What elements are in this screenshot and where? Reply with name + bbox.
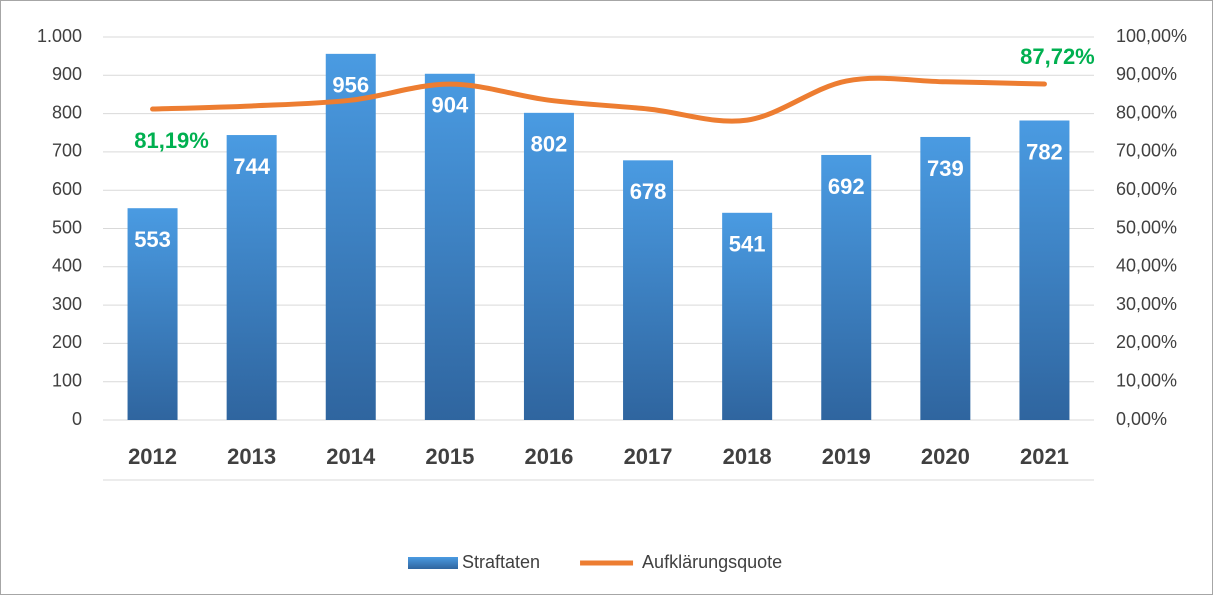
y2-tick-label: 50,00% <box>1116 217 1177 237</box>
x-tick-label: 2020 <box>921 444 970 469</box>
x-tick-label: 2019 <box>822 444 871 469</box>
bar <box>127 208 178 420</box>
bar <box>325 53 376 421</box>
bar <box>821 154 872 421</box>
bar-value-label: 802 <box>531 132 568 157</box>
y2-tick-label: 80,00% <box>1116 102 1177 122</box>
line-value-label: 87,72% <box>1020 44 1095 69</box>
bar-value-label: 956 <box>332 73 369 98</box>
bar-value-label: 678 <box>630 179 667 204</box>
bar-value-label: 782 <box>1026 139 1063 164</box>
y-tick-label: 0 <box>72 409 82 429</box>
y-tick-label: 900 <box>52 64 82 84</box>
y2-tick-label: 30,00% <box>1116 294 1177 314</box>
line-series <box>150 75 1047 124</box>
y-tick-label: 800 <box>52 102 82 122</box>
bar <box>1019 120 1070 420</box>
x-tick-label: 2013 <box>227 444 276 469</box>
x-tick-label: 2015 <box>425 444 474 469</box>
x-tick-label: 2012 <box>128 444 177 469</box>
bar <box>424 73 475 420</box>
y-tick-label: 400 <box>52 256 82 276</box>
x-tick-label: 2017 <box>624 444 673 469</box>
bar-value-label: 553 <box>134 227 171 252</box>
line-value-label: 81,19% <box>134 128 209 153</box>
y2-tick-label: 0,00% <box>1116 409 1167 429</box>
y-tick-label: 1.000 <box>37 26 82 46</box>
legend-swatch <box>408 557 458 569</box>
y2-tick-label: 40,00% <box>1116 256 1177 276</box>
y-tick-label: 200 <box>52 332 82 352</box>
y2-tick-label: 70,00% <box>1116 141 1177 161</box>
bar-value-label: 744 <box>233 154 270 179</box>
bar-value-label: 904 <box>431 93 468 118</box>
y2-tick-label: 60,00% <box>1116 179 1177 199</box>
bar <box>523 112 574 421</box>
bar <box>722 212 773 420</box>
y2-tick-label: 100,00% <box>1116 26 1187 46</box>
y2-tick-label: 90,00% <box>1116 64 1177 84</box>
bar-value-label: 692 <box>828 174 865 199</box>
y-tick-label: 600 <box>52 179 82 199</box>
x-tick-label: 2021 <box>1020 444 1069 469</box>
y-tick-label: 100 <box>52 370 82 390</box>
y-tick-label: 300 <box>52 294 82 314</box>
bar-value-label: 739 <box>927 156 964 181</box>
y-tick-label: 700 <box>52 141 82 161</box>
bar <box>623 160 674 421</box>
y2-tick-label: 20,00% <box>1116 332 1177 352</box>
x-tick-label: 2018 <box>723 444 772 469</box>
legend-label: Straftaten <box>462 552 540 572</box>
bar-value-label: 541 <box>729 232 766 257</box>
bar <box>920 136 971 420</box>
y2-tick-label: 10,00% <box>1116 370 1177 390</box>
y-tick-label: 500 <box>52 217 82 237</box>
x-tick-label: 2016 <box>524 444 573 469</box>
legend-label: Aufklärungsquote <box>642 552 782 572</box>
bar <box>226 135 277 420</box>
x-tick-label: 2014 <box>326 444 376 469</box>
